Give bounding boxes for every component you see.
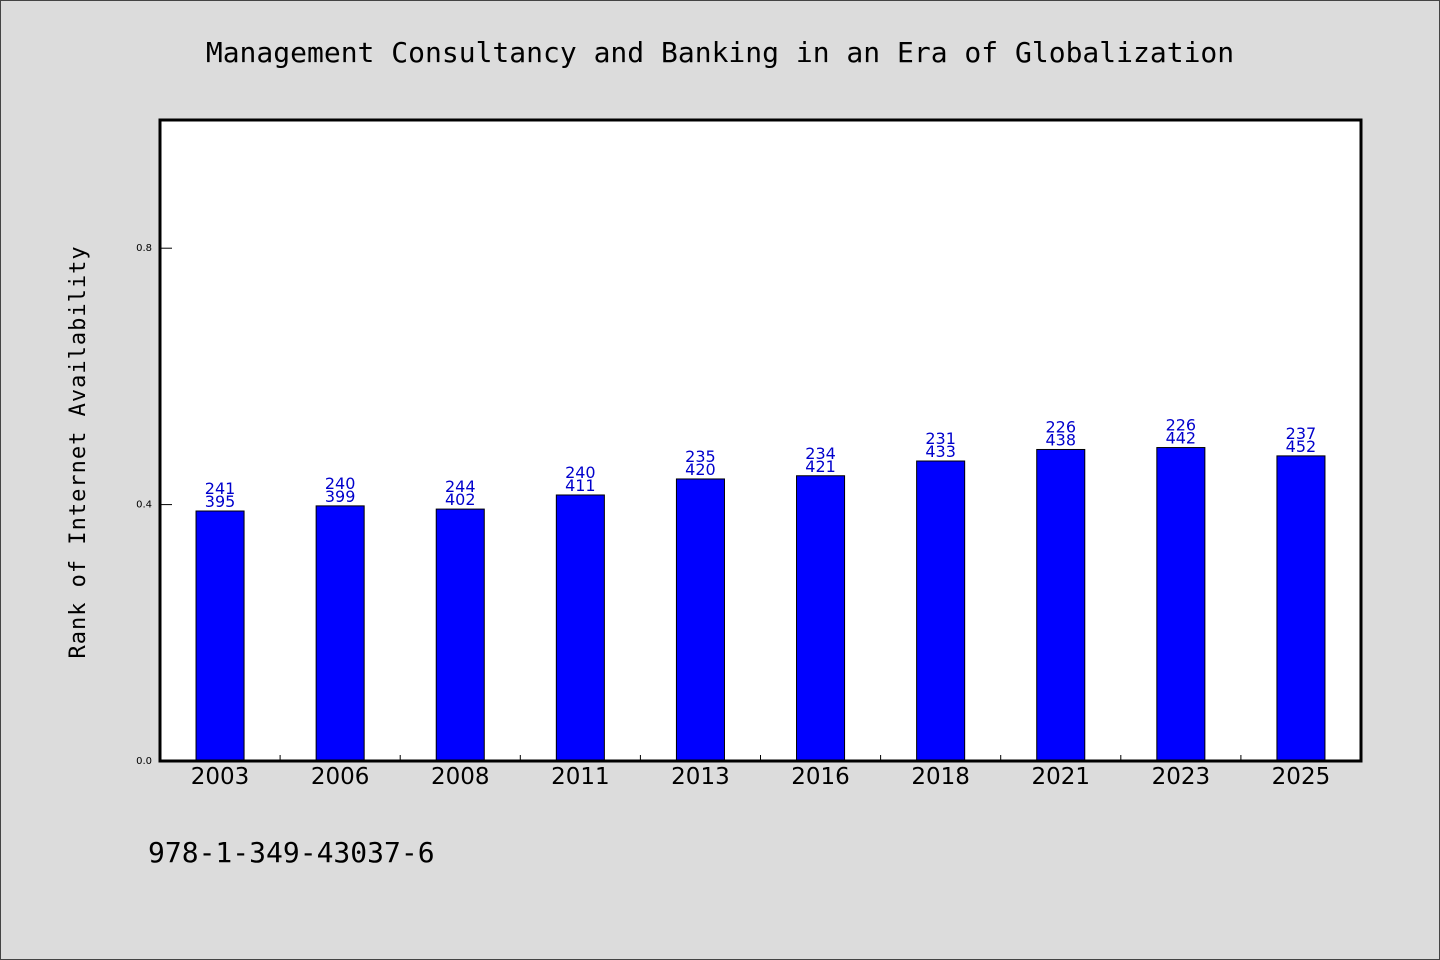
data-label-bottom-2013: 420	[685, 460, 716, 479]
bar-2003	[195, 510, 245, 762]
footer-isbn: 978-1-349-43037-6	[148, 836, 435, 869]
data-label-top-2016: 234	[805, 444, 836, 463]
x-tick-label-2021: 2021	[1031, 764, 1090, 790]
data-label-bottom-2023: 442	[1166, 429, 1197, 448]
y-tick-label: 0.0	[136, 756, 152, 767]
data-label-bottom-2018: 433	[925, 442, 956, 461]
bar-2008	[435, 508, 485, 762]
data-label-bottom-2008: 402	[445, 490, 476, 509]
data-label-bottom-2011: 411	[565, 476, 596, 495]
data-label-top-2018: 231	[925, 429, 956, 448]
data-label-bottom-2025: 452	[1286, 437, 1317, 456]
y-axis-label: Rank of Internet Availability	[66, 245, 91, 658]
bar-2023	[1156, 447, 1206, 762]
x-tick-label-2011: 2011	[551, 764, 610, 790]
bar-2016	[796, 475, 846, 762]
bar-2011	[555, 494, 605, 762]
data-label-top-2008: 244	[445, 477, 476, 496]
bar-2021	[1036, 448, 1086, 762]
x-tick-label-2006: 2006	[311, 764, 370, 790]
plot-frame	[158, 118, 1363, 763]
bar-2025	[1276, 455, 1326, 762]
x-tick-label-2023: 2023	[1152, 764, 1211, 790]
bar-2018	[916, 460, 966, 762]
x-axis-ticks: 2003 2006 2008 2011 2013 2016 2018 2021 2023 2025	[191, 755, 1330, 790]
data-label-bottom-2016: 421	[805, 457, 836, 476]
data-label-top-2013: 235	[685, 447, 716, 466]
x-tick-label-2018: 2018	[911, 764, 970, 790]
x-tick-label-2025: 2025	[1272, 764, 1331, 790]
x-tick-label-2008: 2008	[431, 764, 490, 790]
data-label-top-2021: 226	[1045, 417, 1076, 436]
data-label-bottom-2003: 395	[205, 492, 236, 511]
x-tick-label-2013: 2013	[671, 764, 730, 790]
data-label-bottom-2021: 438	[1045, 430, 1076, 449]
data-label-top-2011: 240	[565, 463, 596, 482]
data-label-top-2025: 237	[1286, 424, 1317, 443]
y-tick-label: 0.8	[136, 243, 152, 254]
data-label-top-2003: 241	[205, 479, 236, 498]
y-tick-label: 0.4	[136, 500, 152, 511]
data-label-top-2023: 226	[1166, 416, 1197, 435]
bar-2013	[675, 478, 725, 762]
bars-group	[195, 447, 1326, 762]
x-tick-label-2016: 2016	[791, 764, 850, 790]
data-label-bottom-2006: 399	[325, 487, 356, 506]
chart-title: Management Consultancy and Banking in an…	[206, 36, 1234, 69]
data-labels-group: 2413952403992444022404112354202344212314…	[205, 416, 1316, 511]
data-label-top-2006: 240	[325, 474, 356, 493]
x-tick-label-2003: 2003	[191, 764, 250, 790]
bar-2006	[315, 505, 365, 762]
